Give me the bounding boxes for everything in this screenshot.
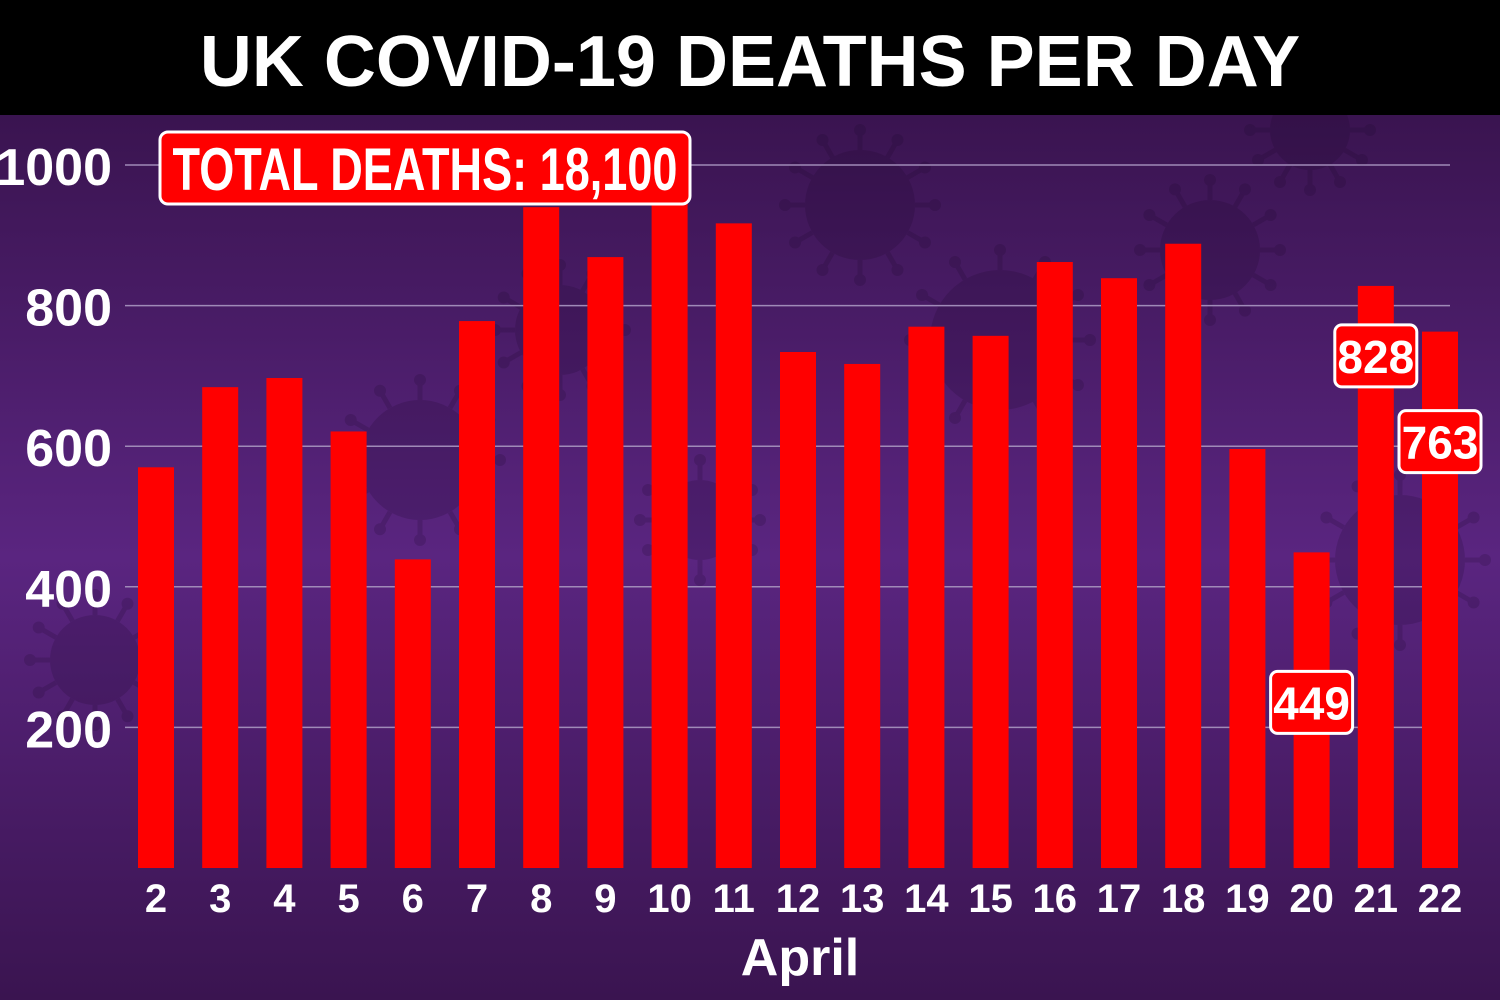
bar-18 — [1165, 243, 1202, 869]
x-tick-label: 15 — [968, 877, 1013, 921]
x-tick-label: 21 — [1354, 877, 1399, 921]
y-tick-label: 600 — [25, 420, 112, 478]
total-deaths-badge: TOTAL DEATHS: 18,100 — [158, 130, 692, 206]
x-tick-label: 19 — [1225, 877, 1270, 921]
x-tick-label: 3 — [209, 877, 231, 921]
x-tick-label: 10 — [647, 877, 692, 921]
y-tick-label: 1000 — [0, 139, 112, 197]
y-tick-label: 800 — [25, 280, 112, 338]
y-axis-ticks: 200 400 600 800 1000 — [0, 139, 112, 759]
x-tick-label: 17 — [1097, 877, 1142, 921]
y-tick-label: 200 — [25, 701, 112, 759]
value-label-21: 828 — [1333, 323, 1419, 389]
bar-13 — [844, 363, 881, 868]
total-deaths-badge-box — [158, 130, 692, 206]
bar-7 — [459, 321, 495, 868]
x-tick-label: 20 — [1289, 877, 1334, 921]
x-tick-label: 16 — [1033, 877, 1078, 921]
header-banner — [0, 0, 1500, 115]
bar-2 — [138, 467, 174, 868]
x-tick-label: 11 — [713, 877, 755, 921]
bar-9 — [587, 257, 624, 868]
bar-6 — [394, 559, 431, 868]
value-label-20: 449 — [1269, 669, 1355, 735]
bars — [138, 179, 1458, 869]
value-label-22: 763 — [1397, 409, 1483, 475]
bar-11 — [715, 223, 752, 868]
bar-4 — [266, 378, 303, 868]
value-label-text: 449 — [1273, 677, 1350, 729]
total-deaths-badge-text: TOTAL DEATHS: 18,100 — [173, 136, 678, 203]
y-tick-label: 400 — [25, 561, 112, 619]
x-tick-label: 5 — [337, 877, 359, 921]
chart-title: UK COVID-19 DEATHS PER DAY — [200, 22, 1300, 102]
bar-12 — [780, 351, 816, 868]
bar-3 — [202, 387, 239, 868]
value-annotations: 449 828 763 — [1269, 323, 1483, 735]
value-label-text: 828 — [1337, 331, 1414, 383]
bar-14 — [908, 326, 945, 868]
x-axis-ticks: 2 3 4 5 6 7 8 9 10 11 12 13 14 15 16 17 18 19 20 21 22 — [145, 877, 1462, 921]
bar-16 — [1036, 262, 1073, 868]
x-tick-label: 13 — [840, 877, 885, 921]
bar-15 — [972, 335, 1009, 869]
bar-10 — [651, 179, 688, 868]
x-tick-label: 4 — [273, 877, 296, 921]
x-tick-label: 2 — [145, 877, 167, 921]
x-tick-label: 8 — [530, 877, 552, 921]
x-tick-label: 6 — [402, 877, 424, 921]
x-axis-label: April — [741, 929, 859, 987]
x-tick-label: 22 — [1418, 877, 1463, 921]
x-tick-label: 9 — [594, 877, 616, 921]
virus-icon — [779, 124, 941, 286]
bar-5 — [330, 431, 367, 868]
x-tick-label: 18 — [1161, 877, 1206, 921]
bar-8 — [523, 207, 560, 868]
bar-19 — [1229, 449, 1266, 868]
bar-17 — [1101, 278, 1137, 869]
x-tick-label: 7 — [466, 877, 488, 921]
x-tick-label: 14 — [904, 877, 949, 921]
x-tick-label: 12 — [776, 877, 821, 921]
value-label-text: 763 — [1402, 417, 1479, 469]
